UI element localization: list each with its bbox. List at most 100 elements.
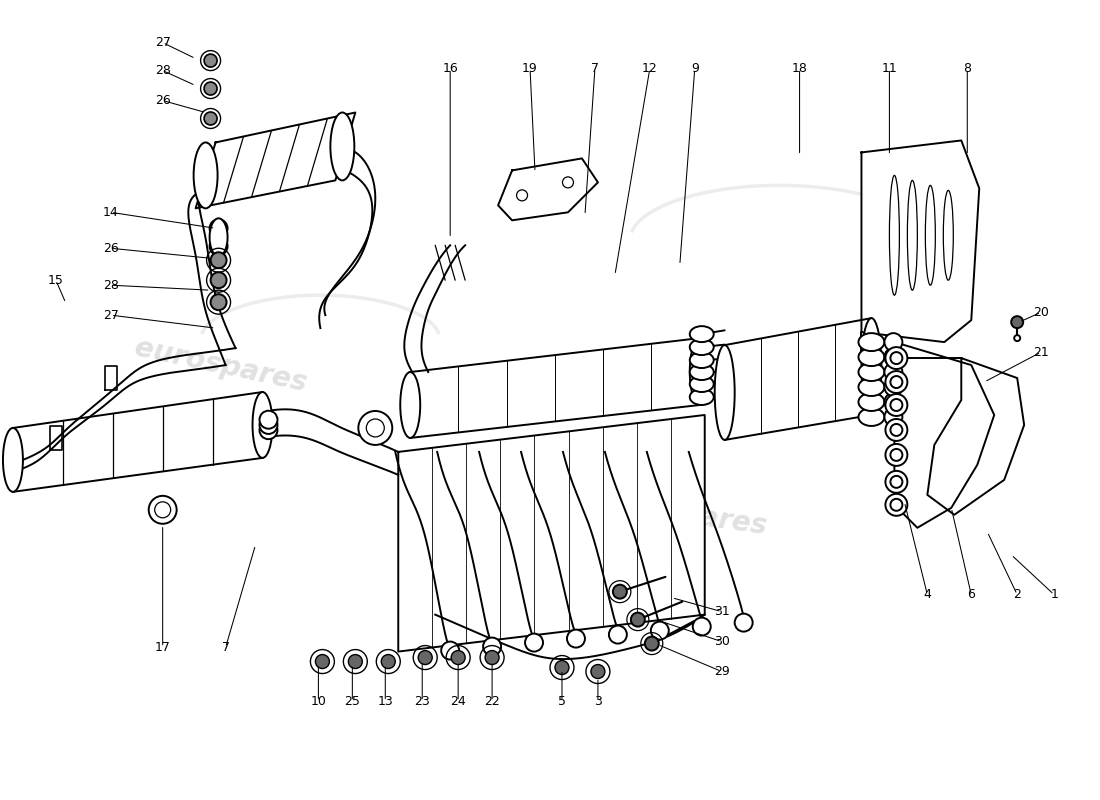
Text: eurospares: eurospares: [591, 489, 769, 541]
Circle shape: [735, 614, 752, 631]
Circle shape: [609, 626, 627, 643]
Text: 8: 8: [964, 62, 971, 75]
Text: 24: 24: [450, 695, 466, 708]
Text: 26: 26: [103, 242, 119, 254]
Polygon shape: [104, 366, 117, 390]
Polygon shape: [196, 113, 355, 208]
Circle shape: [884, 378, 902, 396]
Ellipse shape: [690, 339, 714, 355]
Polygon shape: [50, 426, 62, 450]
Text: 29: 29: [714, 665, 729, 678]
Circle shape: [890, 476, 902, 488]
Circle shape: [418, 650, 432, 665]
Circle shape: [210, 272, 227, 288]
Text: 7: 7: [591, 62, 598, 75]
Text: 16: 16: [442, 62, 458, 75]
Circle shape: [651, 622, 669, 639]
Circle shape: [260, 416, 277, 434]
Ellipse shape: [253, 392, 273, 458]
Circle shape: [485, 650, 499, 665]
Circle shape: [886, 471, 907, 493]
Circle shape: [517, 190, 528, 201]
Circle shape: [562, 177, 573, 188]
Circle shape: [566, 630, 585, 647]
Text: 4: 4: [923, 588, 932, 601]
Text: 30: 30: [714, 635, 729, 648]
Polygon shape: [398, 415, 705, 651]
Ellipse shape: [861, 318, 881, 415]
Ellipse shape: [690, 338, 710, 405]
Circle shape: [359, 411, 393, 445]
Text: 27: 27: [102, 309, 119, 322]
Circle shape: [205, 54, 217, 67]
Circle shape: [205, 82, 217, 95]
Text: 22: 22: [484, 695, 500, 708]
Circle shape: [886, 394, 907, 416]
Polygon shape: [861, 141, 979, 342]
Ellipse shape: [858, 408, 884, 426]
Text: 2: 2: [1013, 588, 1021, 601]
Text: 7: 7: [221, 641, 230, 654]
Circle shape: [260, 422, 277, 439]
Ellipse shape: [3, 428, 23, 492]
Text: 28: 28: [155, 64, 170, 77]
Circle shape: [260, 410, 277, 429]
Ellipse shape: [194, 142, 218, 208]
Text: 10: 10: [310, 695, 327, 708]
Circle shape: [1014, 335, 1020, 341]
Circle shape: [591, 665, 605, 678]
Ellipse shape: [210, 218, 228, 256]
Ellipse shape: [858, 378, 884, 396]
Ellipse shape: [690, 376, 714, 392]
Circle shape: [886, 347, 907, 369]
Circle shape: [890, 499, 902, 511]
Text: 17: 17: [155, 641, 170, 654]
Ellipse shape: [715, 345, 735, 440]
Circle shape: [613, 585, 627, 598]
Circle shape: [890, 399, 902, 411]
Circle shape: [210, 219, 228, 238]
Circle shape: [483, 638, 502, 655]
Circle shape: [155, 502, 170, 518]
Circle shape: [205, 112, 217, 125]
Circle shape: [148, 496, 177, 524]
Text: 5: 5: [558, 695, 566, 708]
Text: 28: 28: [102, 278, 119, 292]
Text: 11: 11: [881, 62, 898, 75]
Text: 12: 12: [642, 62, 658, 75]
Circle shape: [451, 650, 465, 665]
Text: 27: 27: [155, 36, 170, 49]
Ellipse shape: [690, 352, 714, 368]
Circle shape: [886, 494, 907, 516]
Circle shape: [645, 637, 659, 650]
Text: 31: 31: [714, 605, 729, 618]
Text: 23: 23: [415, 695, 430, 708]
Circle shape: [884, 333, 902, 351]
Circle shape: [884, 348, 902, 366]
Polygon shape: [894, 342, 994, 528]
Text: 3: 3: [594, 695, 602, 708]
Ellipse shape: [858, 333, 884, 351]
Circle shape: [890, 376, 902, 388]
Text: 21: 21: [1033, 346, 1049, 358]
Circle shape: [884, 363, 902, 381]
Ellipse shape: [690, 364, 714, 380]
Circle shape: [886, 419, 907, 441]
Ellipse shape: [858, 393, 884, 411]
Text: 20: 20: [1033, 306, 1049, 318]
Ellipse shape: [858, 348, 884, 366]
Ellipse shape: [400, 372, 420, 438]
Text: 6: 6: [967, 588, 976, 601]
Text: 14: 14: [103, 206, 119, 219]
Circle shape: [556, 661, 569, 674]
Circle shape: [1011, 316, 1023, 328]
Text: 1: 1: [1050, 588, 1058, 601]
Ellipse shape: [690, 389, 714, 405]
Circle shape: [349, 654, 362, 669]
Circle shape: [631, 613, 645, 626]
Ellipse shape: [330, 113, 354, 180]
Circle shape: [210, 294, 227, 310]
Circle shape: [382, 654, 395, 669]
Circle shape: [890, 424, 902, 436]
Polygon shape: [725, 318, 871, 440]
